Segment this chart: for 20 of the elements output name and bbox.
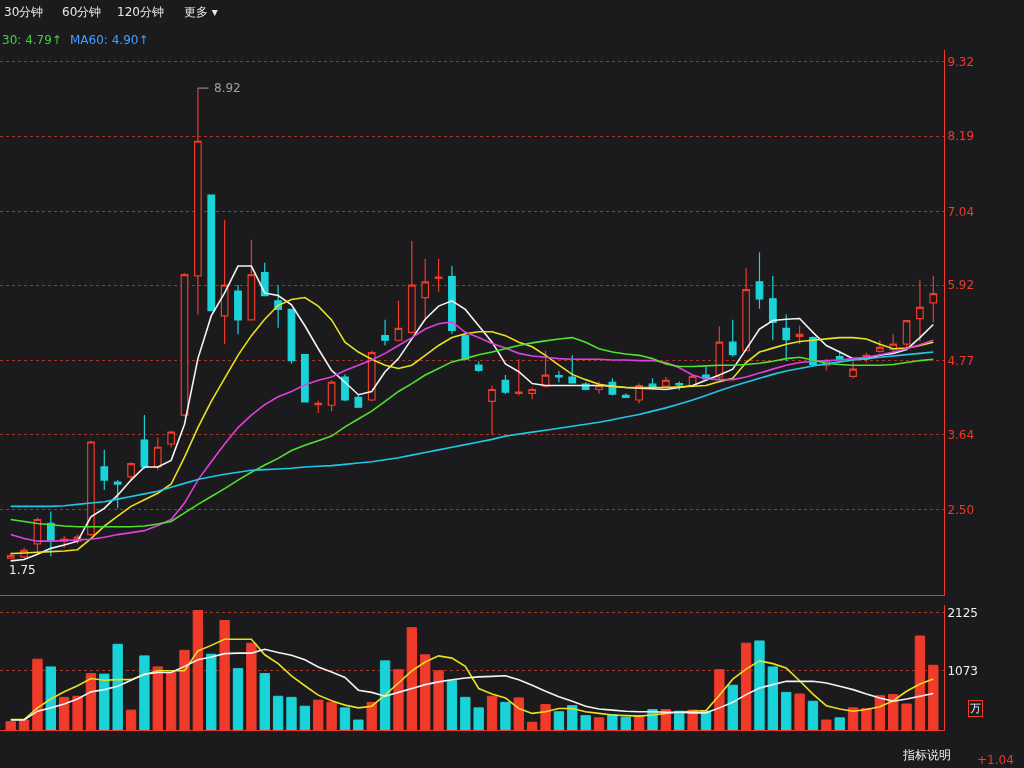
annotation: 8.92 [214, 81, 241, 95]
y-axis-title: 万 [970, 702, 981, 715]
text: MA60: 4.90↑ [70, 33, 149, 47]
y-tick-label: 7.04 [947, 204, 975, 219]
text: 30: 4.79↑ [2, 33, 62, 47]
text: 更多 ▾ [184, 5, 218, 19]
y-tick-label: 1073 [947, 663, 978, 678]
text: 30分钟 [4, 5, 44, 19]
annotation: 1.75 [9, 563, 36, 577]
y-tick-label: 2.50 [947, 502, 975, 517]
text: 指标说明 [902, 748, 951, 762]
y-tick-label: 2125 [947, 605, 978, 620]
text: 60分钟 [62, 5, 102, 19]
y-tick-label: 4.77 [947, 353, 975, 368]
y-tick-label: 3.64 [947, 427, 975, 442]
text: +1.04 [977, 753, 1014, 767]
y-tick-label: 9.32 [947, 55, 975, 70]
text: 120分钟 [117, 5, 164, 19]
y-tick-label: 5.92 [947, 278, 975, 293]
y-tick-label: 8.19 [947, 129, 975, 144]
